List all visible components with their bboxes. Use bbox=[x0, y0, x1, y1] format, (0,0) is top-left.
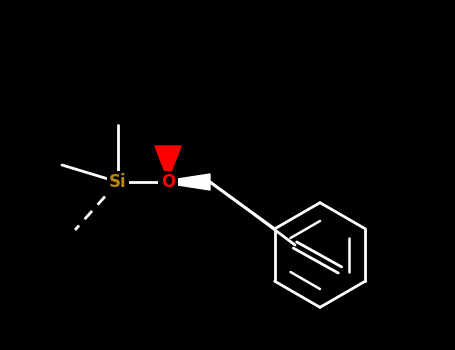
Text: Si: Si bbox=[109, 173, 127, 191]
Polygon shape bbox=[168, 174, 210, 190]
Text: O: O bbox=[161, 173, 175, 191]
Polygon shape bbox=[155, 146, 181, 172]
